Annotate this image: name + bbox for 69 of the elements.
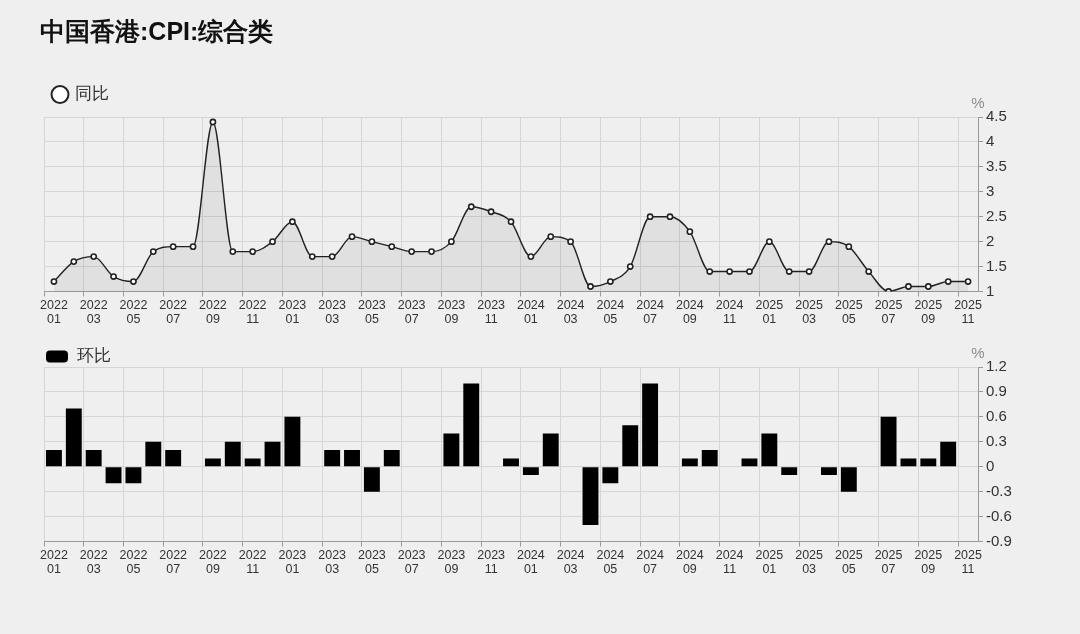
- legend-label: 环比: [76, 346, 111, 366]
- x-tick-label: 2025 03: [795, 547, 824, 576]
- x-tick-label: 2023 11: [477, 297, 506, 326]
- x-tick-label: 2025 05: [834, 297, 863, 326]
- x-tick-label: 2024 11: [715, 547, 744, 576]
- chart-title: 中国香港:CPI:综合类: [40, 16, 274, 47]
- y-axis-title: %: [971, 343, 985, 361]
- y-tick-label: 3: [986, 181, 995, 199]
- x-tick-label: 2022 09: [199, 547, 227, 576]
- x-tick-label: 2022 05: [119, 297, 148, 326]
- x-tick-label: 2022 03: [79, 547, 108, 576]
- x-tick-label: 2024 05: [596, 547, 625, 576]
- y-tick-label: -0.3: [986, 481, 1012, 499]
- y-tick-label: 1.5: [986, 256, 1007, 274]
- x-tick-label: 2023 05: [357, 547, 386, 576]
- x-tick-label: 2022 03: [79, 297, 108, 326]
- x-tick-label: 2024 07: [636, 297, 665, 326]
- y-tick-label: -0.9: [986, 531, 1012, 549]
- x-tick-label: 2023 03: [318, 547, 347, 576]
- x-tick-label: 2025 07: [874, 297, 903, 326]
- y-tick-label: 4.5: [986, 107, 1007, 125]
- x-tick-label: 2022 07: [159, 547, 188, 576]
- y-tick-label: 0.6: [986, 407, 1007, 424]
- x-tick-label: 2023 11: [477, 547, 506, 576]
- x-tick-label: 2024 03: [556, 547, 585, 576]
- x-tick-label: 2025 01: [755, 297, 784, 326]
- x-tick-label: 2024 09: [675, 297, 704, 326]
- y-tick-label: 0.9: [986, 382, 1007, 400]
- x-tick-label: 2024 01: [516, 547, 545, 576]
- x-tick-label: 2025 11: [954, 297, 983, 326]
- x-tick-label: 2025 09: [914, 547, 943, 576]
- x-tick-label: 2025 09: [914, 297, 943, 326]
- y-axis-title: %: [971, 93, 985, 111]
- x-tick-label: 2022 01: [40, 547, 68, 576]
- y-tick-label: -0.6: [986, 506, 1012, 524]
- x-tick-label: 2023 03: [318, 297, 347, 326]
- x-tick-label: 2023 05: [357, 297, 386, 326]
- y-tick-label: 1: [986, 281, 995, 299]
- x-tick-label: 2022 09: [199, 297, 227, 326]
- x-tick-label: 2022 11: [238, 297, 267, 326]
- y-tick-label: 2: [986, 231, 995, 249]
- x-tick-label: 2022 07: [159, 297, 188, 326]
- y-tick-label: 0.3: [986, 431, 1007, 449]
- legend-label: 同比: [74, 84, 109, 104]
- x-tick-label: 2025 05: [834, 547, 863, 576]
- x-tick-label: 2024 05: [596, 297, 625, 326]
- x-tick-label: 2023 01: [278, 297, 307, 326]
- x-tick-label: 2025 11: [954, 547, 983, 576]
- y-tick-label: 4: [986, 132, 995, 150]
- y-tick-label: 2.5: [986, 206, 1007, 224]
- x-tick-label: 2023 09: [437, 547, 466, 576]
- x-tick-label: 2024 11: [715, 297, 744, 326]
- x-tick-label: 2024 03: [556, 297, 585, 326]
- y-tick-label: 0: [986, 456, 995, 474]
- x-tick-label: 2023 07: [397, 297, 426, 326]
- x-tick-label: 2022 01: [40, 297, 68, 326]
- x-tick-label: 2024 09: [675, 547, 704, 576]
- y-tick-label: 3.5: [986, 157, 1007, 174]
- x-tick-label: 2025 03: [795, 297, 824, 326]
- x-tick-label: 2024 07: [636, 547, 665, 576]
- x-tick-label: 2023 07: [397, 547, 426, 576]
- x-tick-label: 2022 11: [238, 547, 267, 576]
- y-tick-label: 1.2: [986, 357, 1007, 375]
- x-tick-label: 2025 07: [874, 547, 903, 576]
- x-tick-label: 2025 01: [755, 547, 784, 576]
- x-tick-label: 2023 01: [278, 547, 307, 576]
- x-tick-label: 2022 05: [119, 547, 148, 576]
- x-tick-label: 2023 09: [437, 297, 466, 326]
- x-tick-label: 2024 01: [516, 297, 545, 326]
